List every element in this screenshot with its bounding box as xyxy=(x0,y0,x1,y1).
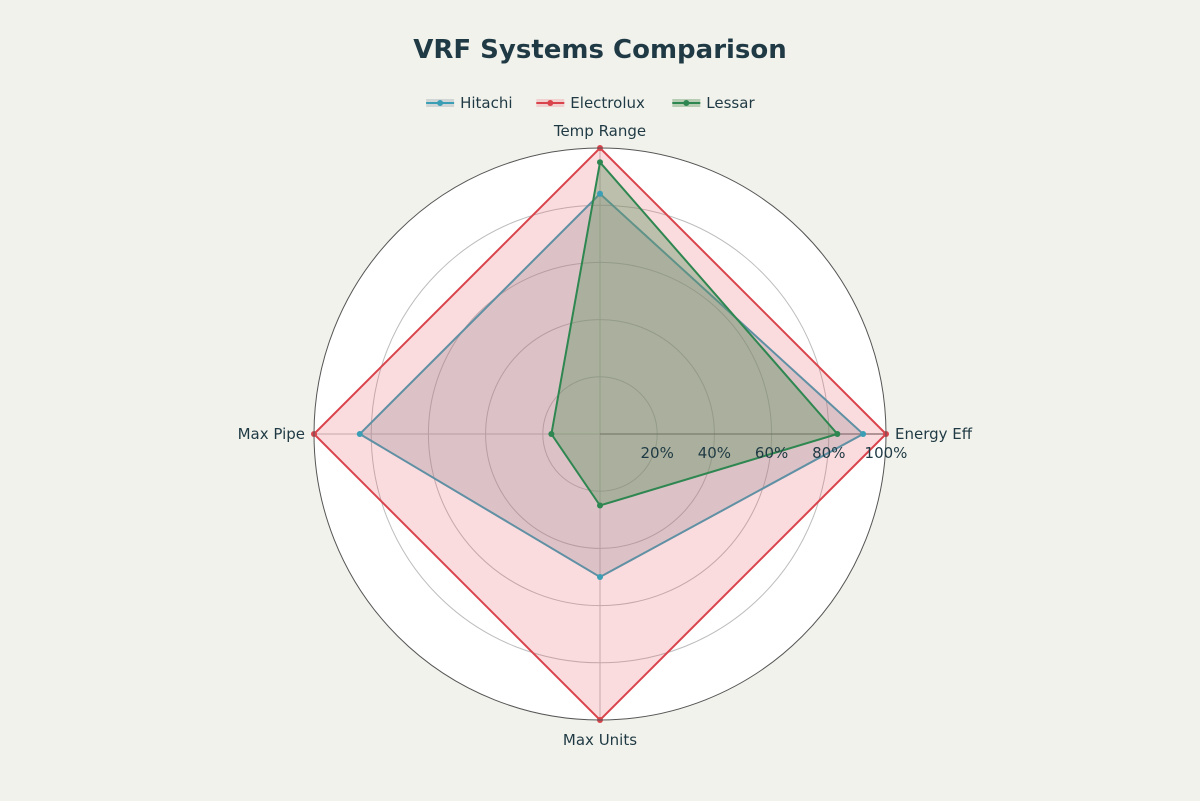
data-point-hitachi-max-units[interactable] xyxy=(597,574,603,580)
legend: Hitachi Electrolux Lessar xyxy=(426,94,755,112)
plot-area: 20% 40% 60% 80% 100% Temp Range Energy Eff Max … xyxy=(238,122,973,749)
legend-marker xyxy=(683,100,690,106)
legend-item-electrolux[interactable]: Electrolux xyxy=(536,94,645,112)
legend-marker xyxy=(547,100,554,106)
axis-label-max-units: Max Units xyxy=(563,731,637,749)
axis-label-energy-eff: Energy Eff xyxy=(895,425,973,443)
legend-marker xyxy=(437,100,444,106)
legend-item-lessar[interactable]: Lessar xyxy=(672,94,755,112)
axis-label-temp-range: Temp Range xyxy=(553,122,646,140)
data-point-hitachi-temp-range[interactable] xyxy=(597,190,603,197)
axis-label-max-pipe: Max Pipe xyxy=(238,425,305,443)
chart-title: VRF Systems Comparison xyxy=(413,35,787,65)
data-point-hitachi-energy-eff[interactable] xyxy=(860,431,867,437)
outer-ring xyxy=(313,147,887,721)
legend-label: Hitachi xyxy=(460,94,512,112)
legend-item-hitachi[interactable]: Hitachi xyxy=(426,94,513,112)
tick-label: 40% xyxy=(698,444,731,462)
tick-label: 80% xyxy=(812,444,845,462)
data-point-lessar-max-pipe[interactable] xyxy=(548,431,555,437)
data-point-lessar-max-units[interactable] xyxy=(597,502,603,509)
tick-label: 20% xyxy=(641,444,674,462)
data-point-hitachi-max-pipe[interactable] xyxy=(356,431,363,437)
legend-label: Lessar xyxy=(706,94,755,112)
tick-label: 60% xyxy=(755,444,788,462)
data-point-lessar-energy-eff[interactable] xyxy=(834,431,841,437)
tick-label: 100% xyxy=(865,444,908,462)
data-point-lessar-temp-range[interactable] xyxy=(597,159,603,166)
legend-label: Electrolux xyxy=(570,94,645,112)
